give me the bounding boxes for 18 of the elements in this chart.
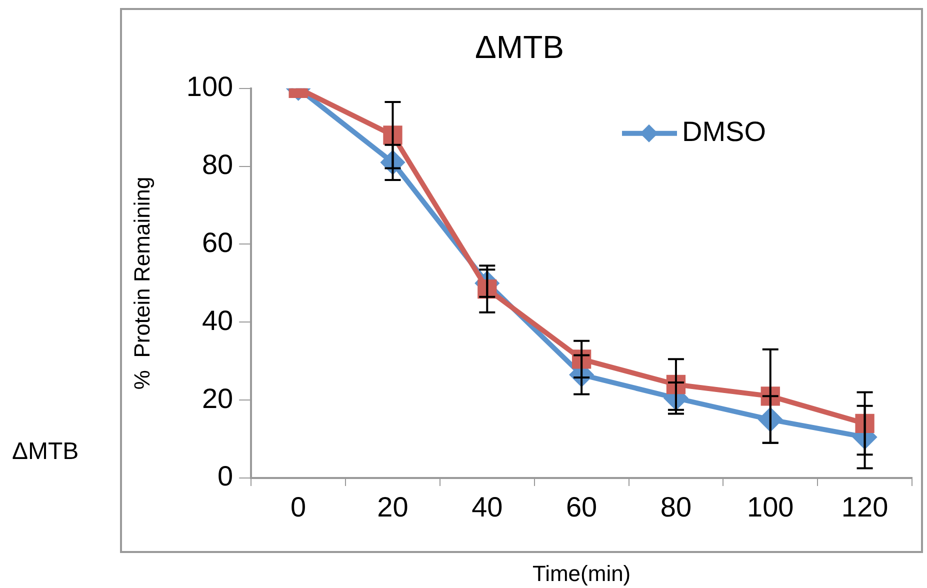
x-tick-label: 20 [377, 492, 408, 523]
x-tick-label: 60 [566, 492, 598, 523]
y-tick-label: 40 [202, 304, 234, 336]
x-tick-label: 80 [660, 492, 692, 523]
y-tick-label: 80 [202, 149, 234, 180]
x-tick-label: 100 [747, 492, 794, 523]
x-tick-label: 120 [841, 492, 888, 523]
y-tick-label: 0 [218, 460, 234, 492]
y-tick-label: 20 [202, 382, 234, 414]
x-tick-label: 40 [472, 492, 503, 523]
text: ΔMTB [12, 438, 79, 466]
x-axis-title: Time(min) [532, 560, 631, 586]
x-tick-label: 0 [290, 492, 306, 523]
y-tick-label: 60 [202, 226, 234, 258]
legend-label: DMSO [682, 116, 766, 148]
y-tick-label: 100 [186, 71, 234, 102]
y-axis-title: % Protein Remaining [129, 176, 154, 390]
chart-title: ΔMTB [475, 29, 564, 66]
